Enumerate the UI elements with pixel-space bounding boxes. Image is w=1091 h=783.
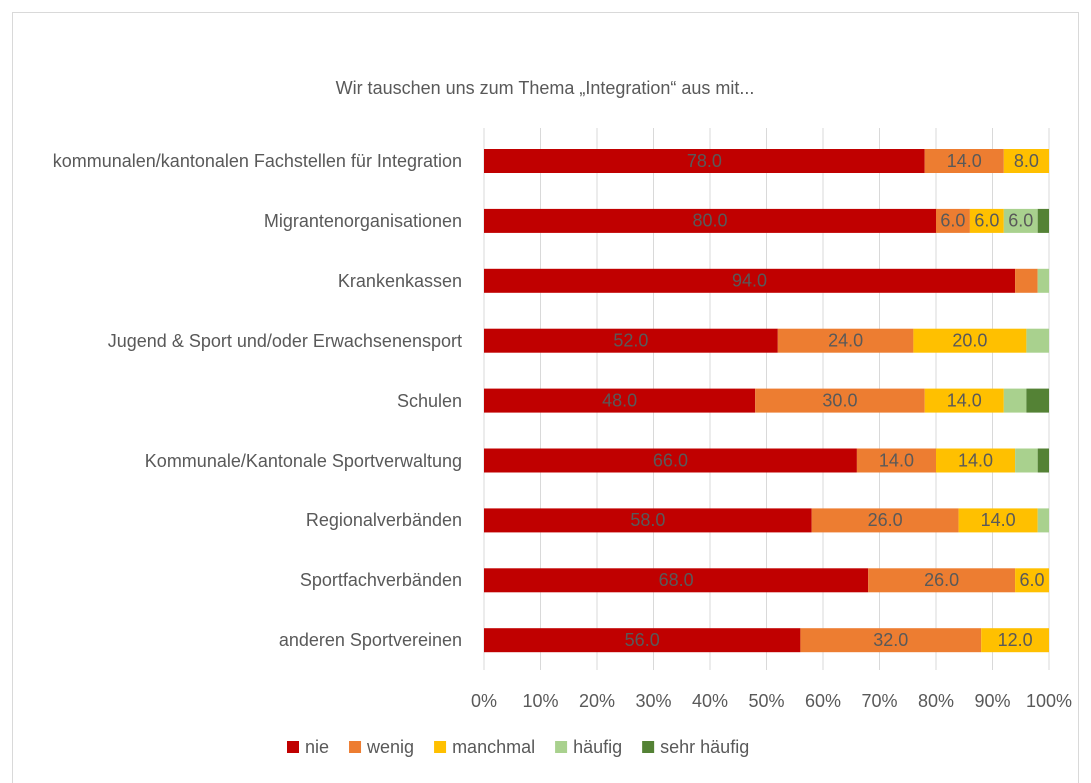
bar-segment <box>484 149 925 173</box>
y-tick-label: Sportfachverbänden <box>299 570 462 591</box>
bar-segment <box>958 508 1038 533</box>
bar-segment <box>969 208 1004 233</box>
data-label: 6.0 <box>1008 211 1033 231</box>
bar-segment <box>755 388 925 413</box>
data-label: 14.0 <box>947 151 982 171</box>
bar-segment <box>1015 268 1038 293</box>
legend-label: manchmal <box>452 737 535 757</box>
data-label: 20.0 <box>952 330 987 350</box>
x-tick-label: 50% <box>748 691 784 711</box>
data-label: 26.0 <box>924 570 959 590</box>
bar-segment <box>1037 448 1049 473</box>
y-tick-label: Jugend & Sport und/oder Erwachsenensport <box>107 330 462 351</box>
bar-segment <box>1026 388 1049 413</box>
data-label: 6.0 <box>940 211 965 231</box>
chart-title: Wir tauschen uns zum Thema „Integration“… <box>336 78 755 98</box>
x-tick-label: 100% <box>1026 691 1072 711</box>
data-label: 6.0 <box>1020 570 1045 590</box>
y-tick-label: Migrantenorganisationen <box>263 210 462 231</box>
bar-segment <box>868 568 1016 593</box>
data-label: 56.0 <box>625 630 660 650</box>
data-label: 94.0 <box>732 271 767 291</box>
data-label: 78.0 <box>687 151 722 171</box>
legend-swatch <box>349 741 362 753</box>
y-tick-label: Krankenkassen <box>337 270 462 291</box>
bar-segment <box>1037 208 1049 233</box>
bar-segment <box>484 268 1016 293</box>
data-label: 12.0 <box>998 630 1033 650</box>
legend-swatch <box>642 741 655 753</box>
data-label: 14.0 <box>947 390 982 410</box>
bar-segment <box>484 628 801 653</box>
y-tick-label: Schulen <box>396 390 462 411</box>
x-tick-label: 30% <box>635 691 671 711</box>
bar-segment <box>484 328 778 353</box>
x-tick-label: 90% <box>974 691 1010 711</box>
bar-segment <box>484 448 857 473</box>
bar-segment <box>484 508 812 533</box>
legend-label: häufig <box>573 737 622 757</box>
data-label: 26.0 <box>868 510 903 530</box>
data-label: 30.0 <box>822 390 857 410</box>
bar-segment <box>484 568 869 593</box>
x-tick-label: 80% <box>918 691 954 711</box>
legend-swatch <box>434 741 447 753</box>
data-label: 52.0 <box>613 330 648 350</box>
bar-segment <box>1026 328 1049 353</box>
data-label: 6.0 <box>974 211 999 231</box>
x-tick-label: 10% <box>522 691 558 711</box>
bar-segment <box>856 448 936 473</box>
bar-segment <box>981 628 1049 653</box>
data-label: 14.0 <box>879 450 914 470</box>
data-label: 66.0 <box>653 450 688 470</box>
legend-swatch <box>287 741 299 753</box>
bar-segment <box>1037 508 1049 533</box>
data-label: 58.0 <box>630 510 665 530</box>
bar-segment <box>936 448 1016 473</box>
y-tick-label: anderen Sportvereinen <box>278 630 462 651</box>
data-label: 24.0 <box>828 330 863 350</box>
bar-segment <box>1003 149 1049 173</box>
bar-segment <box>1037 268 1049 293</box>
y-tick-label: Kommunale/Kantonale Sportverwaltung <box>144 450 462 471</box>
legend-label: nie <box>305 737 329 757</box>
data-label: 48.0 <box>602 390 637 410</box>
x-tick-label: 60% <box>805 691 841 711</box>
bar-segment <box>1015 568 1049 593</box>
bar-segment <box>936 208 970 233</box>
bar-segment <box>811 508 959 533</box>
data-label: 80.0 <box>692 211 727 231</box>
bar-segment <box>484 208 936 233</box>
data-label: 8.0 <box>1014 151 1039 171</box>
legend-label: sehr häufig <box>660 737 749 757</box>
bar-segment <box>924 388 1004 413</box>
bar-segment <box>924 149 1004 173</box>
data-label: 68.0 <box>659 570 694 590</box>
bar-segment <box>913 328 1027 353</box>
legend-swatch <box>555 741 568 753</box>
x-tick-label: 40% <box>692 691 728 711</box>
x-tick-label: 70% <box>861 691 897 711</box>
bar-segment <box>1003 388 1027 413</box>
data-label: 14.0 <box>958 450 993 470</box>
bar-segment <box>484 388 756 413</box>
bar-segment <box>1015 448 1038 473</box>
y-tick-label: kommunalen/kantonalen Fachstellen für In… <box>52 151 462 171</box>
legend-label: wenig <box>366 737 414 757</box>
chart-border <box>12 12 1079 783</box>
data-label: 14.0 <box>981 510 1016 530</box>
data-label: 32.0 <box>873 630 908 650</box>
bar-segment <box>777 328 914 353</box>
bar-segment <box>800 628 982 653</box>
bar-segment <box>1003 208 1038 233</box>
y-tick-label: Regionalverbänden <box>305 510 462 531</box>
x-tick-label: 0% <box>471 691 497 711</box>
x-tick-label: 20% <box>579 691 615 711</box>
